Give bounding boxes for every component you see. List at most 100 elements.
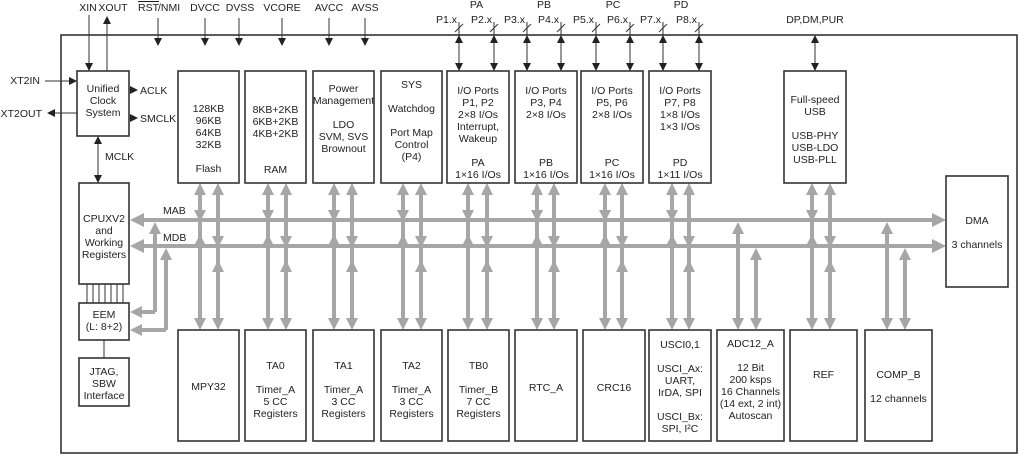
- block-rtc-text: RTC_A: [529, 382, 563, 394]
- block-adc-text: 200 ksps: [729, 374, 771, 386]
- arrowhead-icon: [531, 318, 543, 330]
- block-ta1-text: 3 CC: [332, 396, 356, 408]
- arrowhead-icon: [212, 183, 224, 195]
- arrowhead-icon: [695, 35, 703, 43]
- block-clock-text: System: [85, 107, 120, 119]
- block-ta0-text: Timer_A: [256, 384, 295, 396]
- arrowhead-icon: [806, 318, 818, 330]
- arrowhead-icon: [280, 183, 292, 195]
- arrowhead-icon: [626, 63, 634, 71]
- block-dma-box: [945, 175, 1009, 288]
- block-ta1-box: [312, 329, 375, 442]
- arrowhead-icon: [415, 318, 427, 330]
- block-port-pb-text: P3, P4: [530, 97, 562, 109]
- block-usci-text: USCI_Ax:: [657, 363, 703, 375]
- block-usci-text: USCI0,1: [660, 339, 700, 351]
- block-dma-text: 3 channels: [952, 239, 1003, 251]
- port-pin-label: P3.x: [504, 14, 526, 26]
- arrowhead-icon: [397, 210, 409, 222]
- block-sys-text: Watchdog: [388, 103, 435, 115]
- arrowhead-icon: [659, 35, 667, 43]
- block-ref-box: [789, 329, 858, 442]
- block-ta2-text: Registers: [389, 408, 433, 420]
- arrowhead-icon: [328, 183, 340, 195]
- port-pin-label: P7.x: [640, 14, 662, 26]
- arrowhead-icon: [346, 183, 358, 195]
- pin-xt2in: XT2IN: [10, 75, 40, 87]
- arrowhead-icon: [130, 324, 142, 336]
- arrowhead-icon: [280, 318, 292, 330]
- arrowhead-icon: [616, 318, 628, 330]
- arrowhead-icon: [415, 236, 427, 248]
- port-pin-label: P8.x: [676, 14, 698, 26]
- arrowhead-icon: [616, 236, 628, 248]
- arrowhead-icon: [481, 236, 493, 248]
- block-sys-text: (P4): [402, 151, 422, 163]
- arrowhead-icon: [481, 183, 493, 195]
- block-ta0-text: 5 CC: [264, 396, 288, 408]
- arrowhead-icon: [531, 210, 543, 222]
- block-comp-box: [864, 329, 933, 442]
- arrowhead-icon: [695, 63, 703, 71]
- block-flash-text: 96KB: [196, 115, 222, 127]
- arrowhead-icon: [811, 63, 819, 71]
- block-flash-text: Flash: [196, 163, 222, 175]
- arrowhead-icon: [626, 35, 634, 43]
- arrowhead-icon: [130, 86, 138, 94]
- block-sys-text: Control: [395, 139, 429, 151]
- block-port-pc-text: 1×16 I/Os: [589, 169, 635, 181]
- arrowhead-icon: [262, 318, 274, 330]
- block-ram-text: 4KB+2KB: [253, 128, 299, 140]
- arrowhead-icon: [683, 260, 695, 272]
- arrowhead-icon: [616, 183, 628, 195]
- port-pin-label: P6.x: [607, 14, 629, 26]
- block-port-pa-text: Wakeup: [459, 133, 497, 145]
- arrowhead-icon: [462, 318, 474, 330]
- arrowhead-icon: [548, 236, 560, 248]
- arrowhead-icon: [262, 210, 274, 222]
- arrowhead-icon: [346, 260, 358, 272]
- arrowhead-icon: [683, 183, 695, 195]
- arrowhead-icon: [531, 234, 543, 246]
- arrowhead-icon: [47, 109, 55, 117]
- arrowhead-icon: [750, 318, 762, 330]
- block-ta1-text: Registers: [321, 408, 365, 420]
- arrowhead-icon: [824, 318, 836, 330]
- pin-dvss: DVSS: [226, 2, 255, 14]
- arrowhead-icon: [523, 35, 531, 43]
- block-usb-box: [783, 70, 847, 184]
- port-group-label: PD: [674, 0, 689, 11]
- arrowhead-icon: [194, 234, 206, 246]
- block-rtc-box: [514, 329, 578, 442]
- block-flash-text: 128KB: [193, 103, 225, 115]
- block-port-pa-text: 2×8 I/Os: [458, 109, 498, 121]
- block-cpu-text: CPUXV2: [83, 213, 125, 225]
- block-usci-text: IrDA, SPI: [658, 387, 702, 399]
- clock-aclk: ACLK: [140, 85, 167, 97]
- block-power-text: Brownout: [321, 143, 365, 155]
- block-ta2-box: [380, 329, 443, 442]
- block-tb0-text: Registers: [456, 408, 500, 420]
- pin-xt2out: XT2OUT: [1, 108, 43, 120]
- block-port-pd-text: PD: [673, 157, 688, 169]
- arrowhead-icon: [490, 35, 498, 43]
- arrowhead-icon: [194, 318, 206, 330]
- arrowhead-icon: [824, 183, 836, 195]
- arrowhead-icon: [328, 234, 340, 246]
- arrowhead-icon: [212, 318, 224, 330]
- arrowhead-icon: [325, 38, 333, 46]
- block-usci-text: SPI, I²C: [662, 423, 699, 435]
- block-port-pa-text: I/O Ports: [457, 85, 498, 97]
- block-adc-text: Autoscan: [729, 410, 773, 422]
- block-usci-text: UART,: [665, 375, 695, 387]
- port-pin-label: P4.x: [538, 14, 560, 26]
- arrowhead-icon: [149, 222, 161, 234]
